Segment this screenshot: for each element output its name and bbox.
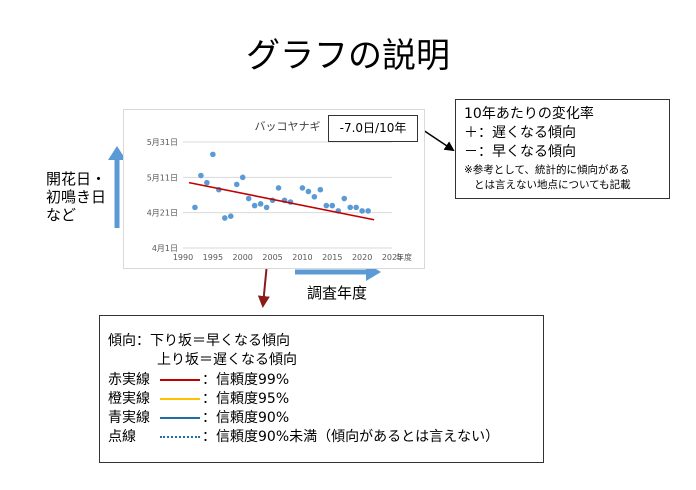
- data-point: [239, 174, 246, 181]
- legend-item-red-label: 赤実線: [108, 372, 150, 388]
- page-title: グラフの説明: [246, 36, 450, 76]
- info-line: －：早くなる傾向: [464, 144, 576, 160]
- data-point: [251, 202, 258, 209]
- data-point: [227, 213, 234, 219]
- data-point: [198, 172, 204, 179]
- info-box: 10年あたりの変化率 ＋：遅くなる傾向 －：早くなる傾向 ※参考として、統計的に…: [455, 99, 670, 199]
- data-point: [329, 202, 336, 209]
- x-tick-label: 1995: [203, 253, 223, 262]
- y-tick-label: 5月11日: [147, 173, 178, 182]
- scatter-chart: 4月1日 4月21日 5月11日 5月31日 1990 1995 2000 2005 2010 2…: [147, 120, 412, 262]
- x-tick-label: 2015: [322, 253, 342, 262]
- info-note: とは言えない地点についても記載: [474, 179, 631, 191]
- legend-item-blue-desc: ：信頼度90%: [202, 410, 290, 426]
- x-tick-label: 2010: [292, 253, 312, 262]
- y-tick-label: 4月21日: [147, 209, 178, 218]
- data-point: [233, 181, 240, 188]
- legend-red-line-sample: [160, 379, 200, 381]
- x-tick-label: 2000: [233, 253, 253, 262]
- legend-blue-line-sample: [160, 417, 200, 419]
- legend-dotted-line-sample: [160, 436, 200, 438]
- vertical-axis-arrowhead: [108, 146, 126, 160]
- trend-line: [188, 181, 375, 221]
- side-label-line: など: [46, 206, 77, 224]
- side-label-line: 開花日・: [46, 170, 107, 188]
- info-line: 10年あたりの変化率: [464, 106, 594, 122]
- x-tick-label: 1990: [173, 253, 193, 262]
- data-point: [317, 186, 324, 193]
- data-point: [210, 151, 216, 158]
- data-point: [341, 195, 348, 202]
- legend-item-blue-label: 青実線: [108, 410, 150, 426]
- data-point: [192, 204, 198, 211]
- data-point: [275, 185, 282, 191]
- x-tick-label: 2020: [352, 253, 372, 262]
- data-point: [245, 195, 252, 202]
- x-tick-label: 2005: [262, 253, 282, 262]
- data-point: [305, 188, 312, 195]
- y-tick-label: 4月1日: [152, 244, 178, 253]
- legend-item-dotted-desc: ：信頼度90%未満（傾向があるとは言えない）: [202, 429, 500, 445]
- x-tick-label: 2025: [382, 253, 402, 262]
- legend-item-red-desc: ：信頼度99%: [202, 372, 290, 388]
- legend-row-trend-down: 傾向：下り坂＝早くなる傾向: [108, 333, 290, 349]
- horizontal-axis-caption: 調査年度: [307, 284, 368, 302]
- data-point: [257, 201, 264, 207]
- data-point: [359, 208, 365, 214]
- data-point: [323, 202, 330, 209]
- data-point: [222, 215, 228, 221]
- badge-to-info-arrow: [419, 127, 455, 152]
- vertical-axis-caption: 開花日・ 初鳴き日 など: [46, 170, 106, 224]
- data-point: [299, 185, 306, 191]
- data-point: [347, 204, 353, 211]
- data-point: [204, 179, 210, 186]
- legend-box: 傾向：下り坂＝早くなる傾向 上り坂＝遅くなる傾向 赤実線 ：信頼度99% 橙実線…: [99, 315, 544, 463]
- data-point: [365, 208, 371, 214]
- chart-title: バッコヤナギ: [255, 120, 321, 133]
- side-label-line: 初鳴き日: [46, 188, 107, 206]
- legend-row-trend-up: 上り坂＝遅くなる傾向: [157, 352, 297, 368]
- y-tick-label: 5月31日: [147, 138, 178, 147]
- data-point: [311, 193, 318, 200]
- x-axis-label: 年度: [396, 252, 412, 262]
- info-note: ※参考として、統計的に傾向がある: [464, 164, 630, 176]
- legend-item-dotted-label: 点線: [108, 429, 136, 445]
- data-point: [353, 204, 359, 211]
- legend-orange-line-sample: [160, 398, 200, 400]
- legend-item-orange-label: 橙実線: [108, 391, 150, 407]
- info-line: ＋：遅くなる傾向: [464, 125, 576, 141]
- legend-item-orange-desc: ：信頼度95%: [202, 391, 290, 407]
- data-point: [263, 204, 270, 211]
- rate-badge: -7.0日/10年: [328, 115, 418, 142]
